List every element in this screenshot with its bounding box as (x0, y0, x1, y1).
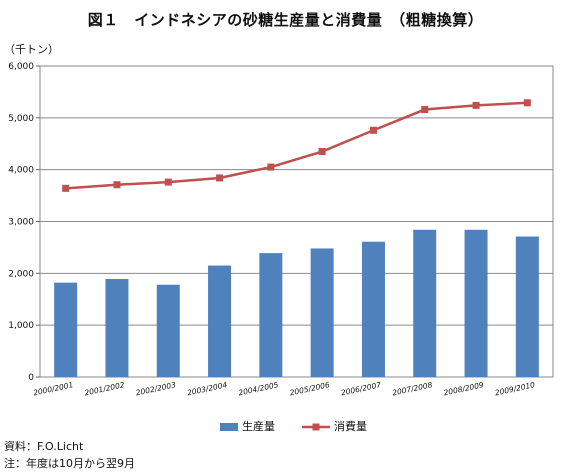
legend-consumption-label: 消費量 (334, 419, 367, 433)
consumption-point (113, 181, 121, 189)
production-bar (54, 282, 78, 377)
y-tick-label: 4,000 (8, 166, 34, 176)
source-note: 資料：F.O.Licht (4, 440, 84, 453)
legend-production-label: 生産量 (242, 419, 275, 433)
y-tick-labels: 0 1,000 2,000 3,000 4,000 5,000 6,000 (8, 62, 34, 383)
x-tick-labels: 2000/2001 2001/2002 2002/2003 2003/2004 2004… (32, 380, 536, 397)
x-tick-label: 2002/2003 (135, 380, 177, 397)
legend-line-marker (312, 423, 320, 431)
production-bar (515, 236, 539, 377)
x-tick-label: 2003/2004 (186, 380, 228, 397)
x-tick-label: 2009/2010 (494, 380, 536, 397)
x-tick-label: 2005/2006 (289, 380, 331, 397)
consumption-point (216, 174, 224, 182)
x-tick-label: 2008/2009 (443, 380, 485, 397)
y-tick-label: 0 (28, 373, 34, 383)
season-note: 注：年度は10月から翌9月 (4, 457, 135, 470)
consumption-point (164, 178, 172, 186)
y-tick-label: 1,000 (8, 321, 34, 331)
production-bar (464, 229, 488, 377)
legend: 生産量 消費量 (220, 419, 367, 433)
consumption-point (369, 126, 377, 134)
production-bars (54, 229, 539, 377)
production-bar (156, 284, 180, 377)
x-tick-label: 2004/2005 (238, 380, 280, 397)
consumption-point (62, 184, 70, 192)
x-tick-label: 2006/2007 (340, 380, 382, 397)
x-tick-label: 2000/2001 (32, 380, 74, 397)
production-bar (259, 253, 283, 377)
legend-bar-swatch (220, 423, 238, 431)
chart-title: 図１ インドネシアの砂糖生産量と消費量 （粗糖換算） (87, 11, 484, 29)
consumption-point (318, 148, 326, 156)
y-tick-label: 6,000 (8, 62, 34, 72)
production-bar (413, 229, 437, 377)
y-tick-label: 5,000 (8, 114, 34, 124)
x-tick-label: 2007/2008 (391, 380, 433, 397)
production-bar (208, 265, 232, 377)
consumption-point (267, 163, 275, 171)
consumption-line (62, 99, 531, 192)
production-bar (310, 248, 334, 377)
y-tick-label: 2,000 (8, 269, 34, 279)
production-bar (361, 241, 385, 377)
production-bar (105, 279, 129, 377)
y-axis-label: （千トン） (4, 43, 59, 56)
consumption-series-line (65, 101, 528, 190)
y-tick-label: 3,000 (8, 218, 34, 228)
consumption-point (523, 99, 531, 107)
consumption-point (421, 106, 429, 114)
consumption-point (472, 101, 480, 109)
x-tick-label: 2001/2002 (84, 380, 126, 397)
